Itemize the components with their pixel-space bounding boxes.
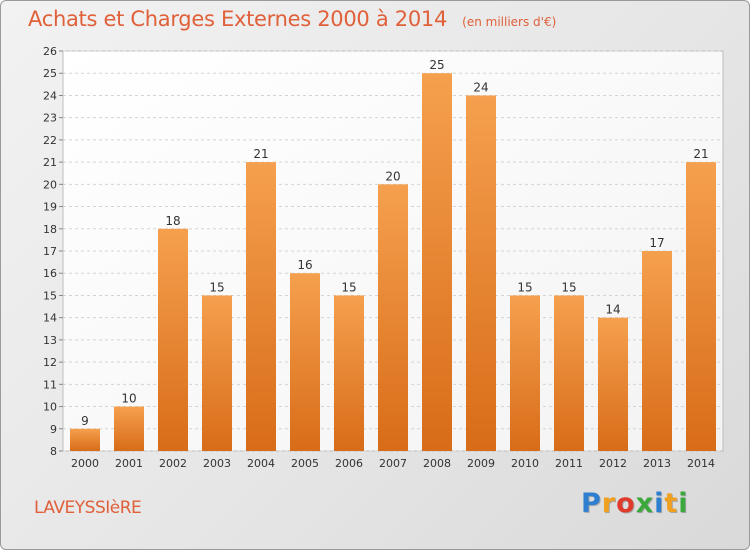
y-tick-label: 26 [43, 45, 57, 58]
y-tick-label: 14 [43, 312, 57, 325]
value-label-2005: 16 [297, 258, 312, 272]
x-tick-label-2005: 2005 [291, 457, 319, 470]
bar-2012 [598, 317, 628, 451]
value-label-2002: 18 [165, 214, 180, 228]
y-tick-label: 12 [43, 356, 57, 369]
x-tick-label-2011: 2011 [555, 457, 583, 470]
y-tick-label: 20 [43, 178, 57, 191]
value-label-2006: 15 [341, 280, 356, 294]
logo-letter: o [616, 488, 636, 519]
logo-letter: x [635, 488, 655, 519]
chart-title: Achats et Charges Externes 2000 à 2014 [28, 7, 448, 31]
y-tick-label: 11 [43, 378, 57, 391]
bar-2003 [202, 295, 232, 451]
bar-2001 [114, 406, 144, 451]
y-tick-label: 16 [43, 267, 57, 280]
y-tick-label: 9 [50, 423, 57, 436]
x-tick-label-2002: 2002 [159, 457, 187, 470]
bar-2006 [334, 295, 364, 451]
logo-letter: t [664, 488, 679, 519]
value-label-2003: 15 [209, 280, 224, 294]
bar-2009 [466, 95, 496, 451]
x-tick-label-2007: 2007 [379, 457, 407, 470]
value-label-2007: 20 [385, 169, 400, 183]
bar-2013 [642, 251, 672, 451]
value-label-2000: 9 [81, 414, 89, 428]
x-tick-label-2006: 2006 [335, 457, 363, 470]
value-label-2013: 17 [649, 236, 664, 250]
bar-2005 [290, 273, 320, 451]
value-label-2014: 21 [693, 147, 708, 161]
y-tick-label: 24 [43, 89, 57, 102]
location-name: LAVEYSSIèRE [34, 498, 142, 518]
y-tick-label: 15 [43, 289, 57, 302]
x-tick-label-2004: 2004 [247, 457, 275, 470]
value-label-2012: 14 [605, 303, 620, 317]
bar-2014 [686, 162, 716, 451]
y-tick-label: 17 [43, 245, 57, 258]
y-tick-label: 18 [43, 223, 57, 236]
y-tick-label: 21 [43, 156, 57, 169]
x-tick-label-2014: 2014 [687, 457, 715, 470]
title-row: Achats et Charges Externes 2000 à 2014 (… [28, 7, 556, 31]
value-label-2009: 24 [473, 80, 488, 94]
x-tick-label-2008: 2008 [423, 457, 451, 470]
x-tick-label-2009: 2009 [467, 457, 495, 470]
value-label-2010: 15 [517, 280, 532, 294]
y-tick-label: 19 [43, 201, 57, 214]
logo-letter: i [678, 488, 689, 519]
logo-letter: i [654, 488, 665, 519]
y-tick-label: 10 [43, 401, 57, 414]
x-tick-label-2003: 2003 [203, 457, 231, 470]
x-tick-label-2000: 2000 [71, 457, 99, 470]
x-tick-label-2013: 2013 [643, 457, 671, 470]
y-tick-label: 13 [43, 334, 57, 347]
y-tick-label: 23 [43, 112, 57, 125]
y-tick-label: 25 [43, 67, 57, 80]
bar-2007 [378, 184, 408, 452]
y-tick-label: 22 [43, 134, 57, 147]
bar-2008 [422, 73, 452, 451]
proxiti-logo: Proxiti [581, 488, 689, 519]
logo-letter: r [601, 488, 617, 519]
logo-letter: P [581, 488, 602, 519]
y-tick-label: 8 [50, 445, 57, 458]
bar-2004 [246, 162, 276, 451]
x-tick-label-2001: 2001 [115, 457, 143, 470]
bar-2002 [158, 228, 188, 451]
value-label-2004: 21 [253, 147, 268, 161]
value-label-2011: 15 [561, 280, 576, 294]
value-label-2008: 25 [429, 58, 444, 72]
bar-2011 [554, 295, 584, 451]
x-tick-label-2012: 2012 [599, 457, 627, 470]
bar-2000 [70, 428, 100, 451]
x-tick-label-2010: 2010 [511, 457, 539, 470]
bar-2010 [510, 295, 540, 451]
value-label-2001: 10 [121, 392, 136, 406]
chart-subtitle: (en milliers d'€) [462, 15, 557, 29]
